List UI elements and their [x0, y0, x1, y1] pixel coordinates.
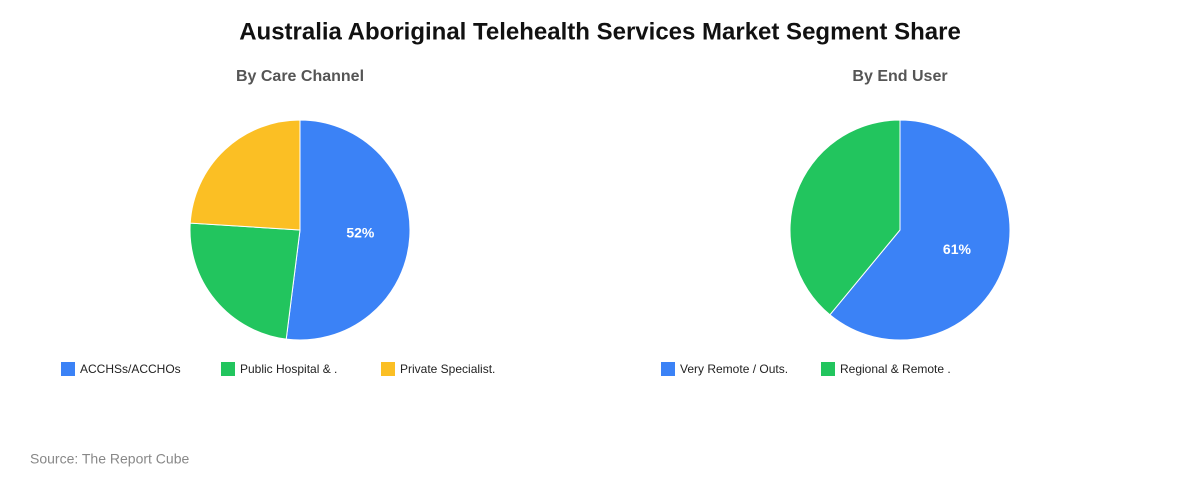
chart-subtitle: By Care Channel [236, 68, 364, 85]
legend-swatch [821, 362, 835, 376]
legend-swatch [221, 362, 235, 376]
slice-label: 61% [943, 241, 972, 257]
slice-label: 52% [346, 225, 375, 241]
pie-slice [189, 222, 301, 340]
legend-label: Private Specialist. [400, 362, 495, 376]
legend-label: Public Hospital & . [240, 362, 337, 376]
legend-label: Regional & Remote . [840, 362, 951, 376]
legend-swatch [381, 362, 395, 376]
legend-label: ACCHSs/ACCHOs [80, 362, 181, 376]
pie-slice [829, 119, 1011, 341]
chart-subtitle: By End User [852, 68, 947, 85]
pie-slice [189, 119, 301, 231]
source: Source: The Report Cube [30, 451, 189, 467]
legend-swatch [61, 362, 75, 376]
legend-swatch [661, 362, 675, 376]
pie-slice [285, 119, 411, 341]
legend-label: Very Remote / Outs. [680, 362, 788, 376]
pie-slice [789, 119, 901, 316]
page-title: Australia Aboriginal Telehealth Services… [239, 18, 961, 45]
